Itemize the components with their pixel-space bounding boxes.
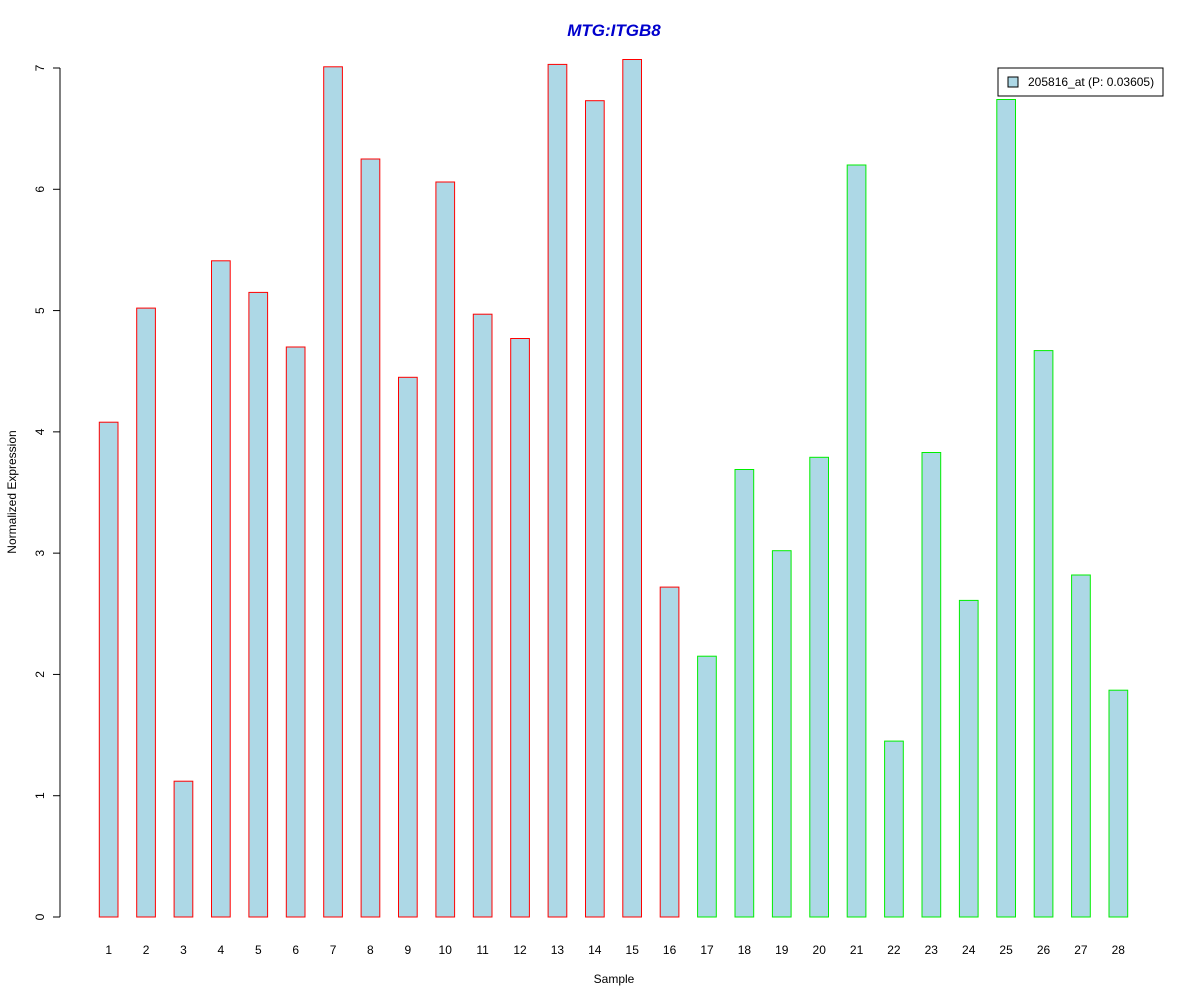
- bar-sample-8: [360, 158, 381, 918]
- bar-sample-25: [996, 99, 1016, 918]
- y-tick-label: 2: [33, 671, 47, 678]
- bar-sample-5: [248, 291, 269, 918]
- bar-sample-10: [435, 181, 456, 918]
- bar-sample-9: [398, 376, 418, 918]
- x-tick-label: 24: [962, 943, 976, 957]
- bar-sample-7: [323, 66, 343, 918]
- x-tick-label: 27: [1074, 943, 1088, 957]
- x-tick-label: 26: [1037, 943, 1051, 957]
- y-tick-label: 4: [33, 428, 47, 435]
- bar-sample-27: [1071, 574, 1091, 918]
- x-tick-label: 2: [143, 943, 150, 957]
- y-tick-label: 3: [33, 549, 47, 556]
- bar-sample-24: [958, 599, 979, 918]
- bar-sample-18: [734, 469, 755, 918]
- bar-sample-26: [1033, 350, 1054, 918]
- y-tick-label: 6: [33, 186, 47, 193]
- x-tick-label: 8: [367, 943, 374, 957]
- bar-sample-22: [884, 740, 904, 918]
- x-tick-label: 20: [813, 943, 827, 957]
- bar-sample-19: [771, 550, 792, 918]
- x-tick-label: 18: [738, 943, 752, 957]
- x-tick-label: 13: [551, 943, 565, 957]
- x-tick-label: 3: [180, 943, 187, 957]
- x-tick-label: 11: [476, 943, 489, 957]
- bar-sample-13: [547, 63, 568, 918]
- x-axis-label: Sample: [594, 972, 635, 986]
- x-tick-label: 10: [439, 943, 453, 957]
- bar-sample-20: [809, 456, 829, 918]
- x-tick-label: 23: [925, 943, 939, 957]
- bar-sample-2: [136, 307, 156, 918]
- bar-sample-28: [1108, 689, 1129, 918]
- x-tick-label: 22: [887, 943, 901, 957]
- x-tick-label: 12: [513, 943, 527, 957]
- legend-swatch: [1007, 76, 1019, 88]
- x-tick-label: 1: [105, 943, 112, 957]
- bar-sample-21: [846, 164, 867, 918]
- y-tick-label: 7: [33, 64, 47, 71]
- bars: [98, 59, 1129, 918]
- bar-sample-3: [173, 780, 194, 918]
- y-tick-label: 0: [33, 913, 47, 920]
- x-tick-label: 19: [775, 943, 789, 957]
- bar-sample-23: [921, 452, 942, 918]
- bar-sample-6: [285, 346, 306, 918]
- y-tick-label: 1: [33, 792, 47, 799]
- bar-sample-16: [659, 586, 680, 918]
- x-tick-label: 28: [1112, 943, 1126, 957]
- bar-sample-1: [98, 421, 119, 918]
- y-axis-label: Normalized Expression: [5, 430, 19, 553]
- bar-sample-15: [622, 59, 642, 918]
- legend-box: [997, 67, 1164, 97]
- y-axis: 0 1 2 3 4 5 6 7: [33, 64, 61, 920]
- bar-sample-17: [697, 655, 717, 918]
- bar-sample-14: [585, 100, 605, 918]
- x-tick-label: 6: [292, 943, 299, 957]
- bar-sample-11: [472, 313, 493, 918]
- x-tick-label: 5: [255, 943, 262, 957]
- chart-title: MTG:ITGB8: [567, 21, 661, 40]
- legend-label: 205816_at (P: 0.03605): [1028, 75, 1154, 89]
- x-tick-label: 16: [663, 943, 677, 957]
- x-tick-label: 14: [588, 943, 602, 957]
- x-tick-label: 4: [218, 943, 225, 957]
- x-tick-label: 21: [850, 943, 864, 957]
- legend: 205816_at (P: 0.03605): [997, 67, 1164, 97]
- bar-sample-12: [510, 338, 530, 918]
- x-tick-label: 17: [700, 943, 714, 957]
- x-tick-label: 15: [626, 943, 640, 957]
- x-tick-label: 9: [404, 943, 411, 957]
- x-axis: 1 2 3 4 5 6 7 8 9 10 11 12 13 14 15 16 17 18 19 20 21 22 23 24 2…: [105, 943, 1125, 957]
- y-tick-label: 5: [33, 307, 47, 314]
- x-tick-label: 7: [330, 943, 337, 957]
- bar-sample-4: [211, 260, 231, 918]
- x-tick-label: 25: [999, 943, 1013, 957]
